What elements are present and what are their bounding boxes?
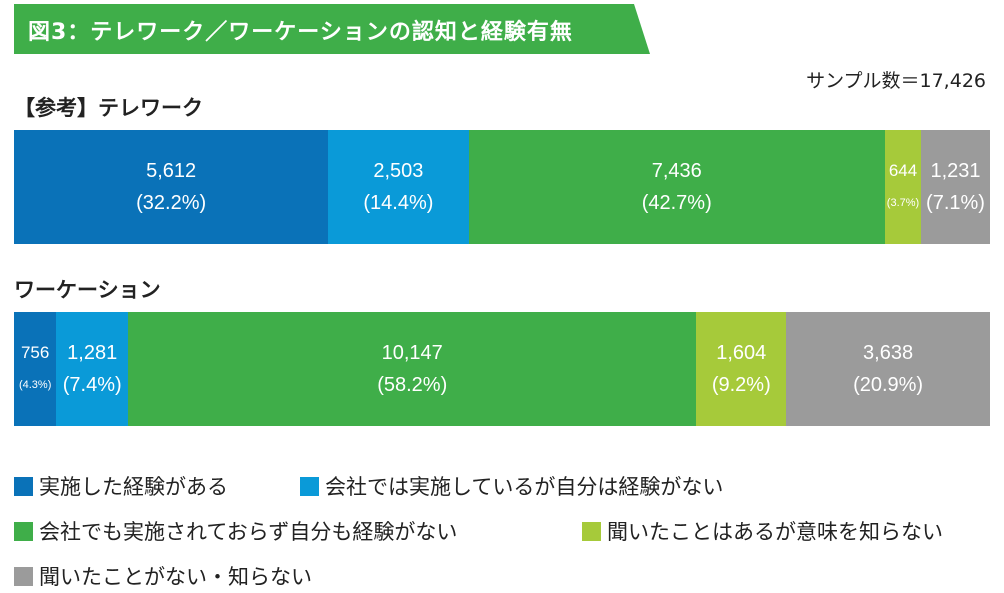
bar-segment: 7,436 (42.7%) [468, 130, 885, 244]
bar-segment: 1,604 (9.2%) [696, 312, 787, 426]
bar-segment: 756 (4.3%) [14, 312, 57, 426]
sample-size-note: サンプル数＝17,426 [806, 70, 986, 92]
data-label-value: 644 [888, 161, 918, 180]
data-label-percent: (7.4%) [62, 374, 122, 396]
data-label-value: 5,612 [146, 160, 197, 182]
legend-item-heard-only: 聞いたことはあるが意味を知らない [582, 516, 943, 546]
data-label-value: 2,503 [373, 160, 424, 182]
data-label-percent: (7.1%) [926, 192, 985, 214]
legend-swatch-neither [14, 521, 33, 541]
data-label-value: 3,638 [863, 342, 914, 364]
data-label-value: 1,604 [716, 342, 767, 364]
legend-label-neither: 会社でも実施されておらず自分も経験がない [39, 520, 458, 544]
section-title-telework: 【参考】テレワーク [14, 96, 203, 120]
bar-segment: 1,281 (7.4%) [56, 312, 129, 426]
legend-swatch-unknown [14, 566, 33, 586]
bar-segment: 644 (3.7%) [884, 130, 922, 244]
legend-label-unknown: 聞いたことがない・知らない [39, 565, 312, 589]
data-label-percent: (32.2%) [136, 192, 207, 214]
data-label-percent: (9.2%) [711, 374, 771, 396]
bar-segment: 1,231 (7.1%) [921, 130, 990, 244]
data-label-percent: (58.2%) [377, 374, 448, 396]
bar-segment: 2,503 (14.4%) [328, 130, 469, 244]
bar-segment: 3,638 (20.9%) [786, 312, 990, 426]
data-label-value: 7,436 [651, 160, 702, 182]
legend-item-unknown: 聞いたことがない・知らない [14, 561, 312, 591]
section-title-workation: ワーケーション [14, 278, 161, 302]
bar-workation: 756 (4.3%) 1,281 (7.4%) 10,147 (58.2%) 1,604 (9… [14, 312, 990, 426]
data-label-percent: (20.9%) [853, 374, 924, 396]
data-label-value: 756 [20, 343, 50, 362]
data-label-percent: (14.4%) [363, 192, 434, 214]
data-label-value: 1,231 [930, 160, 981, 182]
legend-swatch-company-only [300, 476, 319, 496]
data-label-value: 10,147 [381, 342, 443, 364]
legend-item-company-only: 会社では実施しているが自分は経験がない [300, 471, 723, 501]
title-banner [14, 4, 650, 54]
legend-item-experienced: 実施した経験がある [14, 471, 228, 501]
legend-item-neither: 会社でも実施されておらず自分も経験がない [14, 516, 457, 546]
chart-title: 図3：テレワーク／ワーケーションの認知と経験有無 [28, 20, 573, 45]
legend-label-company-only: 会社では実施しているが自分は経験がない [325, 475, 724, 499]
data-label-percent: (3.7%) [886, 197, 920, 209]
data-label-percent: (4.3%) [18, 379, 52, 391]
legend-label-experienced: 実施した経験がある [39, 475, 228, 499]
legend-swatch-experienced [14, 476, 33, 496]
legend-swatch-heard-only [582, 521, 601, 541]
legend-label-heard-only: 聞いたことはあるが意味を知らない [607, 520, 943, 544]
data-label-value: 1,281 [67, 342, 118, 364]
data-label-percent: (42.7%) [641, 192, 712, 214]
bar-segment: 5,612 (32.2%) [14, 130, 329, 244]
bar-telework: 5,612 (32.2%) 2,503 (14.4%) 7,436 (42.7%) 644 (… [14, 130, 990, 244]
bar-segment: 10,147 (58.2%) [128, 312, 697, 426]
